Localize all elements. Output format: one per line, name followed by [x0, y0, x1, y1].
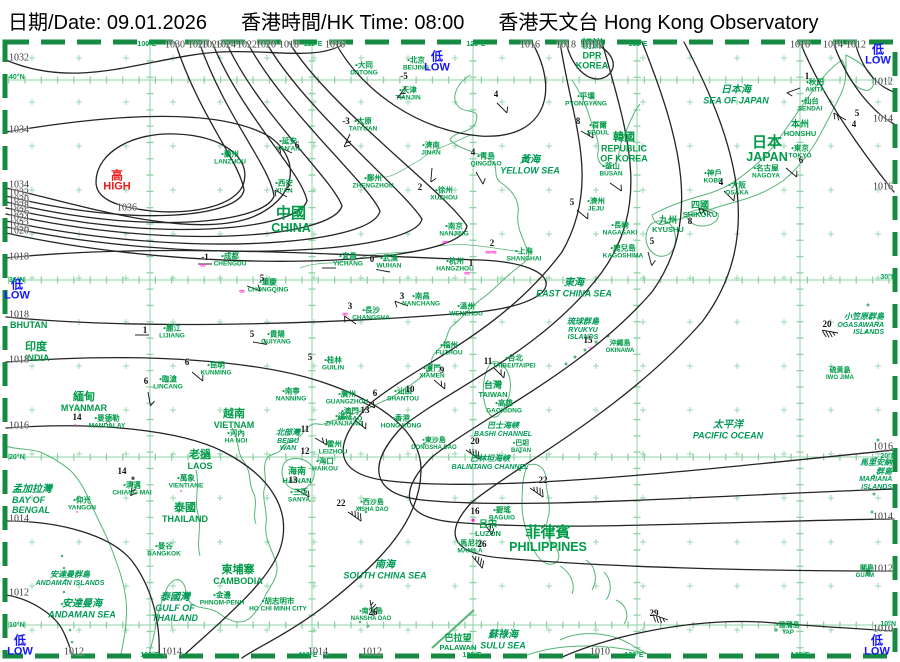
chart-date: 日期/Date: 09.01.2026	[8, 12, 208, 34]
isobars	[5, 41, 895, 659]
map-border	[2, 39, 898, 659]
observatory-name: 香港天文台 Hong Kong Observatory	[498, 12, 819, 34]
chart-header: 日期/Date: 09.01.2026 香港時間/HK Time: 08:00 …	[8, 6, 898, 35]
chart-time: 香港時間/HK Time: 08:00	[241, 12, 465, 34]
wind-barbs	[130, 85, 847, 624]
graticule	[8, 44, 892, 656]
coastlines	[5, 54, 880, 659]
